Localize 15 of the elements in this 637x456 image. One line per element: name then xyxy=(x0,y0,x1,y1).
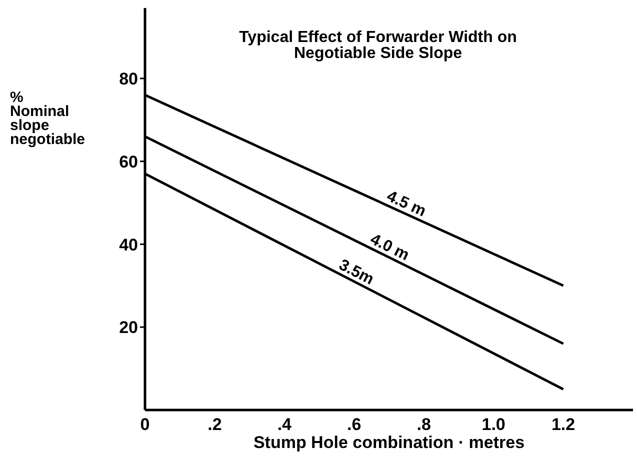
y-tick-label: 40 xyxy=(119,235,138,254)
x-tick-label: 0 xyxy=(140,415,150,434)
text: Typical Effect of Forwarder Width on Negotiable Side Slope xyxy=(238,29,518,62)
text: 4.5 m xyxy=(384,188,428,220)
x-tick-label: .6 xyxy=(347,415,362,434)
x-tick-label: 1.0 xyxy=(482,415,506,434)
x-axis-title: Stump Hole combination · metres xyxy=(253,433,525,452)
x-tick-label: 1.2 xyxy=(551,415,576,434)
x-tick-label: .2 xyxy=(208,415,222,434)
x-tick-label: .8 xyxy=(416,415,431,434)
y-tick-label: 60 xyxy=(119,152,138,172)
x-tick-label: .4 xyxy=(277,415,292,434)
y-axis-title: % Nominal slope negotiable xyxy=(10,89,86,148)
y-tick-label: 20 xyxy=(119,318,138,338)
y-tick-label: 80 xyxy=(119,69,138,88)
